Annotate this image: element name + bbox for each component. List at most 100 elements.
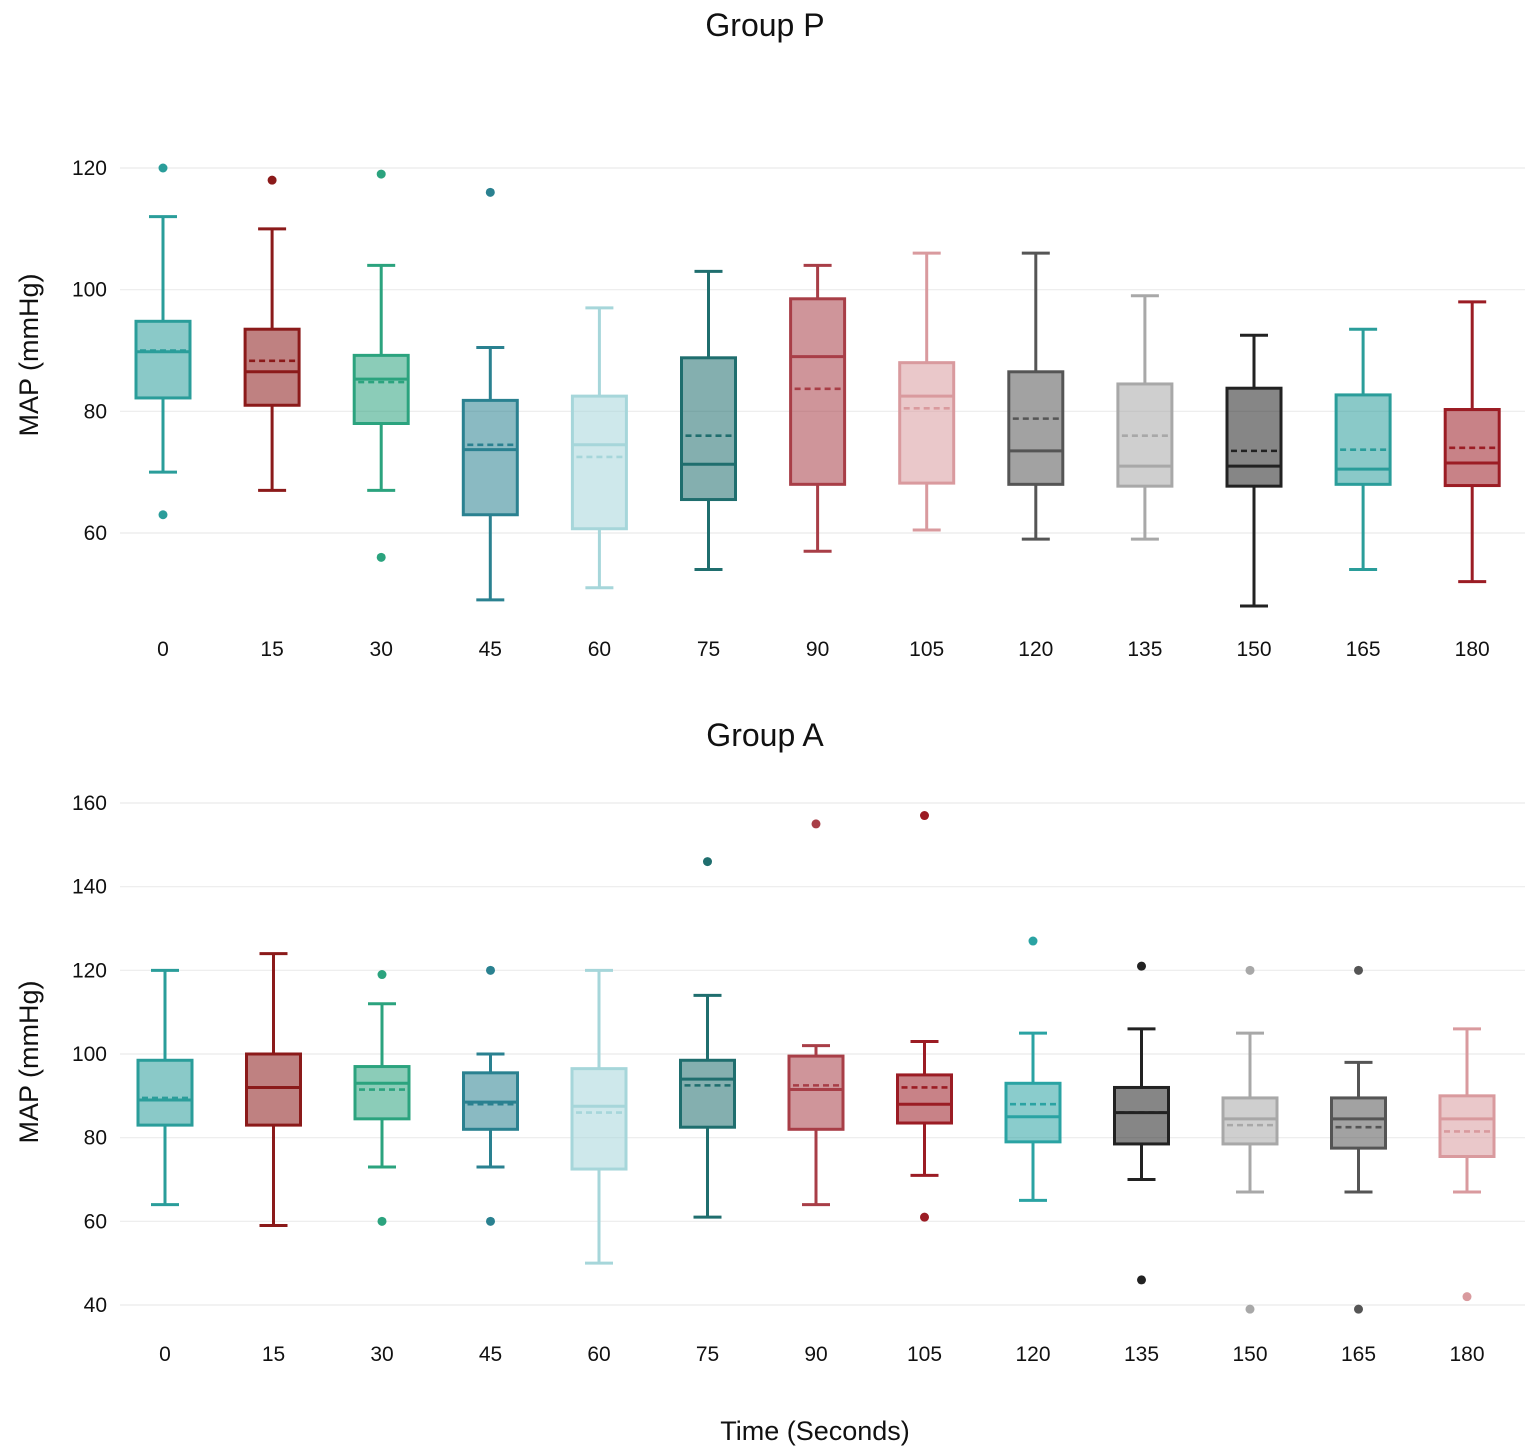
iqr-box <box>787 1054 845 1131</box>
y-axis-label: MAP (mmHg) <box>14 273 44 436</box>
box-30 <box>353 970 411 1226</box>
iqr-box <box>789 297 847 486</box>
y-tick-label: 80 <box>84 400 107 423</box>
box-180 <box>1438 1027 1496 1302</box>
iqr-box <box>243 327 301 407</box>
box-180 <box>1443 300 1501 584</box>
outlier-point <box>158 510 168 520</box>
box-165 <box>1330 965 1387 1314</box>
outlier-point <box>920 1212 929 1222</box>
iqr-box <box>1438 1094 1496 1158</box>
outlier-point <box>1028 936 1038 946</box>
outlier-point <box>486 1216 495 1226</box>
x-tick-label: 105 <box>907 1343 942 1366</box>
plot-area-group-p: 60 80 100 120 0 15 30 45 60 75 90 105 120 135 150 165 18… <box>72 157 1525 661</box>
outlier-point <box>267 175 277 185</box>
iqr-box <box>1334 393 1392 486</box>
iqr-box <box>353 1065 411 1121</box>
x-tick-label: 150 <box>1236 638 1271 661</box>
box-90 <box>789 263 847 553</box>
y-tick-label: 60 <box>84 522 107 545</box>
x-tick-label: 90 <box>804 1343 827 1366</box>
iqr-box <box>898 361 956 485</box>
outlier-point <box>1462 1292 1472 1302</box>
x-tick-label: 15 <box>260 638 283 661</box>
box-0 <box>136 968 194 1207</box>
iqr-box <box>570 394 628 531</box>
x-tick-label: 0 <box>159 1343 171 1366</box>
box-90 <box>787 819 845 1207</box>
box-165 <box>1334 327 1392 571</box>
box-105 <box>896 811 953 1222</box>
outlier-point <box>376 169 386 179</box>
x-tick-label: 30 <box>370 1343 393 1366</box>
x-tick-label: 105 <box>909 638 944 661</box>
box-120 <box>1004 936 1062 1202</box>
box-135 <box>1113 961 1170 1285</box>
iqr-box <box>1113 1085 1170 1146</box>
chart-title: Group P <box>705 7 824 43</box>
y-axis-label: MAP (mmHg) <box>14 980 44 1143</box>
iqr-box <box>679 1058 736 1129</box>
iqr-box <box>680 356 737 502</box>
iqr-box <box>896 1073 953 1125</box>
x-tick-label: 75 <box>696 1343 719 1366</box>
box-45 <box>461 187 519 602</box>
y-tick-label: 100 <box>72 279 107 302</box>
outlier-point <box>703 857 712 867</box>
outlier-point <box>377 1216 387 1226</box>
y-tick-label: 160 <box>72 792 107 815</box>
y-tick-label: 120 <box>72 959 107 982</box>
x-tick-label: 120 <box>1018 638 1053 661</box>
chart-group-p: Group P MAP (mmHg) 60 80 100 120 0 15 30 45 60 75… <box>14 7 1525 661</box>
x-tick-label: 45 <box>479 1343 502 1366</box>
x-tick-label: 135 <box>1127 638 1162 661</box>
y-tick-label: 140 <box>72 876 107 899</box>
box-45 <box>462 965 519 1226</box>
iqr-box <box>352 353 410 425</box>
box-135 <box>1116 294 1174 541</box>
y-tick-label: 100 <box>72 1043 107 1066</box>
x-tick-label: 0 <box>157 638 169 661</box>
box-30 <box>352 169 410 562</box>
x-tick-label: 135 <box>1124 1343 1159 1366</box>
iqr-box <box>1221 1096 1279 1146</box>
box-105 <box>898 251 956 532</box>
box-150 <box>1225 333 1283 608</box>
iqr-box <box>1007 370 1065 486</box>
outlier-point <box>1245 1304 1255 1314</box>
x-tick-label: 150 <box>1232 1343 1267 1366</box>
x-tick-label: 60 <box>587 1343 610 1366</box>
box-60 <box>570 306 628 590</box>
outlier-point <box>920 811 929 821</box>
x-tick-label: 75 <box>697 638 720 661</box>
x-tick-label: 180 <box>1455 638 1490 661</box>
x-tick-label: 165 <box>1341 1343 1376 1366</box>
iqr-box <box>245 1052 302 1127</box>
y-tick-label: 120 <box>72 157 107 180</box>
y-tick-label: 40 <box>84 1294 107 1317</box>
outlier-point <box>1137 961 1146 971</box>
box-75 <box>680 269 737 571</box>
plot-area-group-a: 40 60 80 100 120 140 160 0 15 30 45 60 75 90 105 120 135… <box>72 792 1525 1366</box>
x-tick-label: 30 <box>370 638 393 661</box>
outlier-point <box>811 819 821 829</box>
box-0 <box>134 163 192 520</box>
x-tick-label: 90 <box>806 638 829 661</box>
x-tick-label: 120 <box>1015 1343 1050 1366</box>
iqr-box <box>570 1067 628 1171</box>
x-tick-label: 180 <box>1449 1343 1484 1366</box>
y-tick-label: 80 <box>84 1127 107 1150</box>
outlier-point <box>1354 1304 1363 1314</box>
x-axis-label: Time (Seconds) <box>720 1416 910 1446</box>
box-15 <box>245 952 302 1228</box>
box-75 <box>679 857 736 1219</box>
outlier-point <box>376 552 386 562</box>
chart-group-a: Group A MAP (mmHg) 40 60 80 100 120 140 160 0 15… <box>14 717 1525 1366</box>
outlier-point <box>485 187 495 197</box>
box-120 <box>1007 251 1065 541</box>
box-15 <box>243 175 301 492</box>
outlier-point <box>1245 965 1255 975</box>
outlier-point <box>158 163 168 173</box>
